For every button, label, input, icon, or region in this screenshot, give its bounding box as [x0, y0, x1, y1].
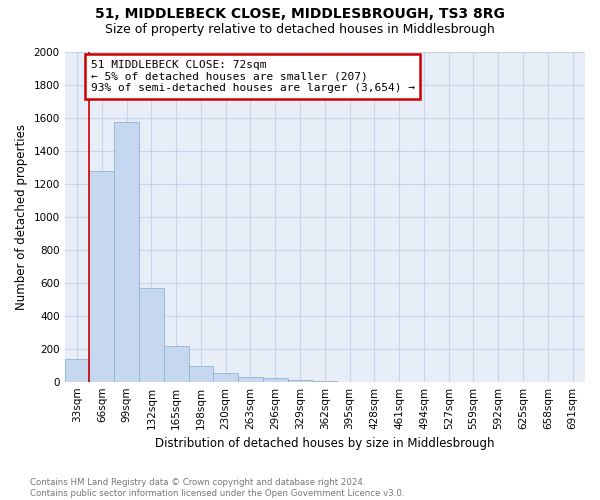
Bar: [287, 380, 313, 382]
Bar: [89, 171, 114, 382]
Bar: [263, 378, 287, 382]
Bar: [139, 288, 164, 382]
Bar: [114, 122, 139, 382]
Bar: [313, 381, 337, 382]
Text: 51, MIDDLEBECK CLOSE, MIDDLESBROUGH, TS3 8RG: 51, MIDDLEBECK CLOSE, MIDDLESBROUGH, TS3…: [95, 8, 505, 22]
Text: Size of property relative to detached houses in Middlesbrough: Size of property relative to detached ho…: [105, 22, 495, 36]
Bar: [188, 366, 214, 382]
Y-axis label: Number of detached properties: Number of detached properties: [15, 124, 28, 310]
Text: Contains HM Land Registry data © Crown copyright and database right 2024.
Contai: Contains HM Land Registry data © Crown c…: [30, 478, 404, 498]
Bar: [214, 372, 238, 382]
X-axis label: Distribution of detached houses by size in Middlesbrough: Distribution of detached houses by size …: [155, 437, 494, 450]
Bar: [238, 376, 263, 382]
Text: 51 MIDDLEBECK CLOSE: 72sqm
← 5% of detached houses are smaller (207)
93% of semi: 51 MIDDLEBECK CLOSE: 72sqm ← 5% of detac…: [91, 60, 415, 93]
Bar: [164, 346, 188, 382]
Bar: [65, 358, 89, 382]
